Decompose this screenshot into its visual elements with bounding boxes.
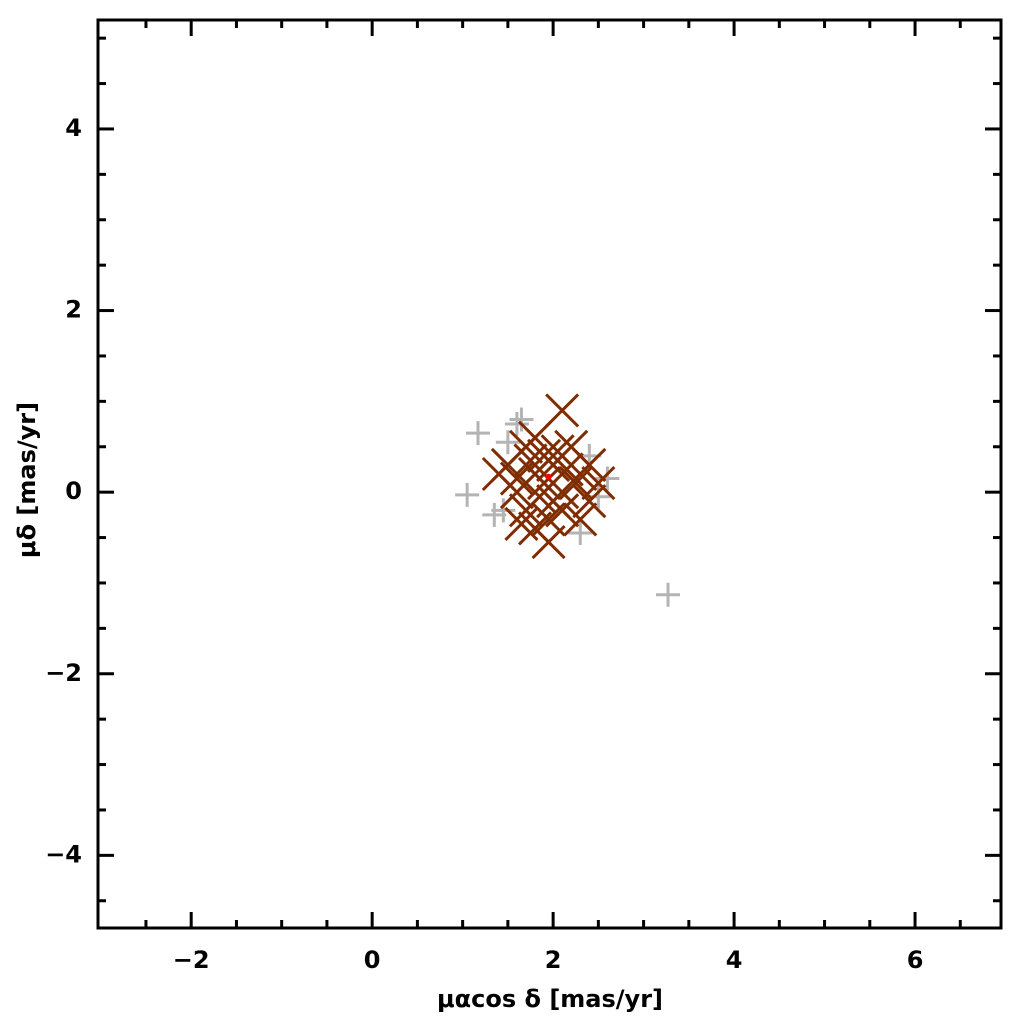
point xyxy=(455,482,480,507)
y-tick-label: 4 xyxy=(65,114,82,142)
y-tick-label: −4 xyxy=(45,840,82,868)
point xyxy=(563,502,598,537)
point xyxy=(545,493,580,528)
point xyxy=(568,521,593,546)
x-tick-label: 0 xyxy=(364,946,381,974)
point xyxy=(517,420,553,455)
point xyxy=(509,407,534,432)
y-tick-label: 0 xyxy=(65,477,82,505)
x-tick-label: 4 xyxy=(726,946,743,974)
point xyxy=(466,421,491,446)
x-tick-label: −2 xyxy=(173,946,210,974)
point xyxy=(656,582,681,607)
point xyxy=(522,479,557,514)
point xyxy=(545,393,580,428)
y-tick-label: −2 xyxy=(45,659,82,687)
y-axis-label: μδ [mas/yr] xyxy=(13,402,41,558)
y-tick-label: 2 xyxy=(65,296,82,324)
point xyxy=(513,443,548,478)
plot-frame xyxy=(96,18,1003,930)
x-tick-label: 6 xyxy=(907,946,924,974)
point xyxy=(572,484,607,519)
x-axis-label: μαcos δ [mas/yr] xyxy=(437,985,663,1013)
point xyxy=(527,438,562,473)
point xyxy=(499,461,534,496)
point xyxy=(517,511,553,546)
point xyxy=(563,456,598,492)
x-tick-label: 2 xyxy=(545,946,562,974)
point xyxy=(491,498,516,523)
point xyxy=(595,466,620,491)
point xyxy=(558,466,593,501)
point xyxy=(504,412,529,437)
point xyxy=(495,430,520,455)
point xyxy=(545,473,552,480)
